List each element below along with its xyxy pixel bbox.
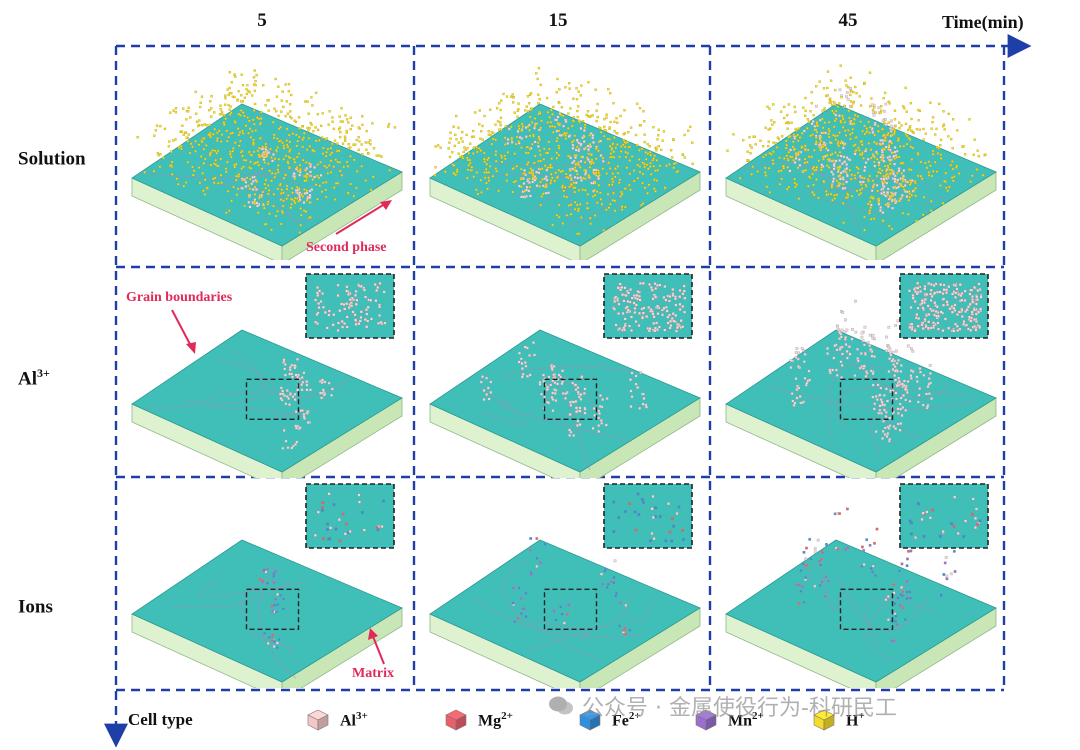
panel-r2-c1 (131, 273, 403, 478)
second-phase-arrow (335, 200, 392, 235)
panel-r3-c2 (429, 483, 701, 688)
legend-item-h: H+ (812, 708, 865, 732)
panel-r1-c2 (429, 66, 701, 260)
wechat-icon (549, 696, 573, 715)
panel-r3-c1 (131, 483, 403, 688)
legend-item-mn: Mn2+ (694, 708, 764, 732)
second-phase-label: Second phase (306, 240, 387, 255)
row-header-solution: Solution (18, 148, 86, 170)
column-header-15min: 15 (548, 10, 568, 31)
watermark-text: 公众号 · 金属使役行为-科研民工 (582, 696, 897, 721)
panel-r3-c3 (725, 483, 997, 688)
watermark: 公众号 · 金属使役行为-科研民工 (548, 690, 897, 722)
red-cube-icon (445, 709, 467, 731)
legend-item-mg: Mg2+ (444, 708, 513, 732)
grain-boundaries-arrow (171, 309, 196, 354)
purple-cube-icon (695, 709, 717, 731)
grain-boundaries-label: Grain boundaries (126, 290, 233, 305)
legend-item-al: Al3+ (306, 708, 368, 732)
panel-r1-c3 (725, 64, 997, 260)
time-axis-label: Time(min) (942, 12, 1024, 32)
pink-cube-icon (307, 709, 329, 731)
row-header-al3: Al3+ (18, 366, 50, 390)
panel-r2-c2 (429, 273, 701, 478)
matrix-arrow (368, 628, 385, 665)
blue-cube-icon (579, 709, 601, 731)
legend-title: Cell type (128, 710, 193, 729)
panel-r1-c1 (131, 69, 403, 260)
yellow-cube-icon (813, 709, 835, 731)
panel-r2-c3 (725, 273, 997, 478)
legend-item-fe: Fe2+ (578, 708, 641, 732)
matrix-label: Matrix (352, 666, 394, 681)
row-header-ions: Ions (18, 596, 53, 618)
column-header-5min: 5 (257, 10, 267, 31)
column-header-45min: 45 (838, 10, 858, 31)
